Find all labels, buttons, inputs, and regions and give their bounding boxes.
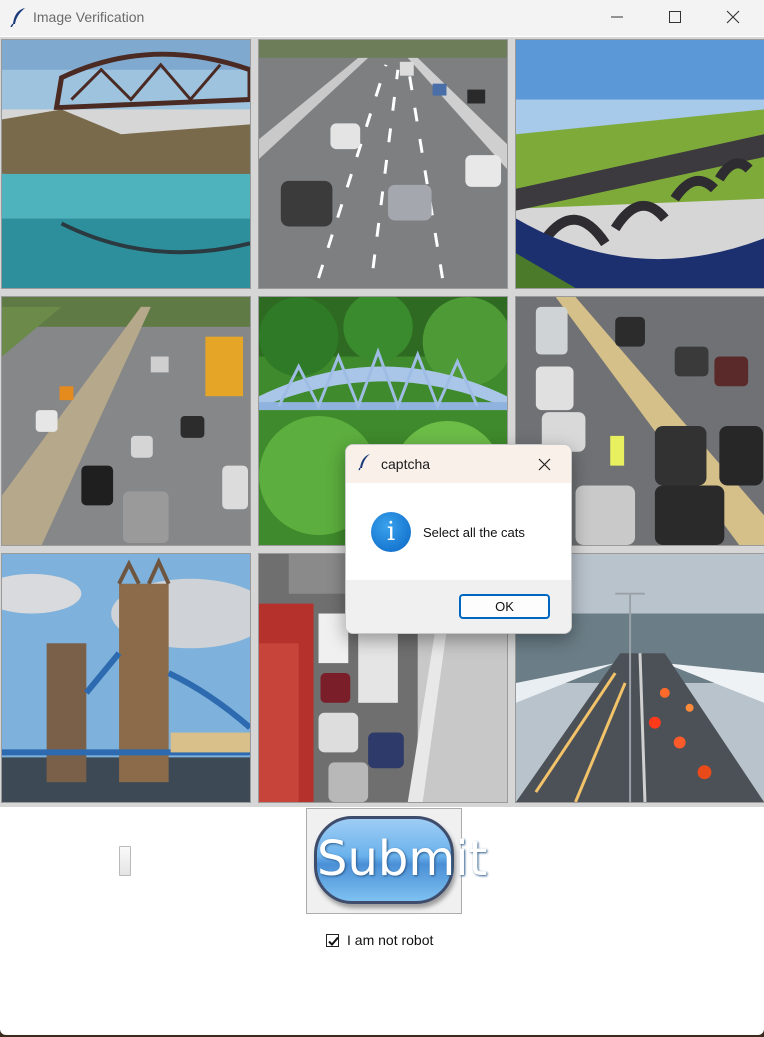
dialog-title-bar[interactable]: captcha [346,445,571,483]
close-icon [538,458,551,471]
image-grid [0,37,764,807]
ok-button[interactable]: OK [459,594,550,619]
feather-icon [10,7,28,28]
close-button[interactable] [704,0,762,34]
dialog-footer: OK [346,580,571,633]
window-title: Image Verification [33,9,145,25]
image-tile-1[interactable] [1,39,251,289]
maximize-button[interactable] [646,0,704,34]
maximize-icon [669,11,681,23]
robot-checkbox-label: I am not robot [347,932,434,948]
info-icon: i [371,512,411,552]
robot-checkbox[interactable] [326,933,339,947]
feather-icon [358,453,372,471]
robot-checkbox-row[interactable]: I am not robot [326,932,433,948]
minimize-icon [611,16,623,18]
dialog-message: Select all the cats [423,525,525,540]
dialog-title: captcha [381,456,431,472]
minimize-button[interactable] [588,0,646,34]
image-tile-4[interactable] [1,296,251,546]
submit-pill: Submit [314,816,488,904]
title-bar[interactable]: Image Verification [0,0,764,36]
image-tile-2[interactable] [258,39,508,289]
captcha-dialog: captcha i Select all the cats OK [345,444,572,634]
image-tile-3[interactable] [515,39,764,289]
submit-label: Submit [317,831,488,887]
checkmark-icon [328,936,339,946]
submit-button[interactable]: Submit [306,808,488,914]
small-toggle-button[interactable] [119,846,131,876]
dialog-close-button[interactable] [532,451,558,477]
image-tile-9[interactable] [515,553,764,803]
close-icon [726,10,740,24]
image-tile-7[interactable] [1,553,251,803]
